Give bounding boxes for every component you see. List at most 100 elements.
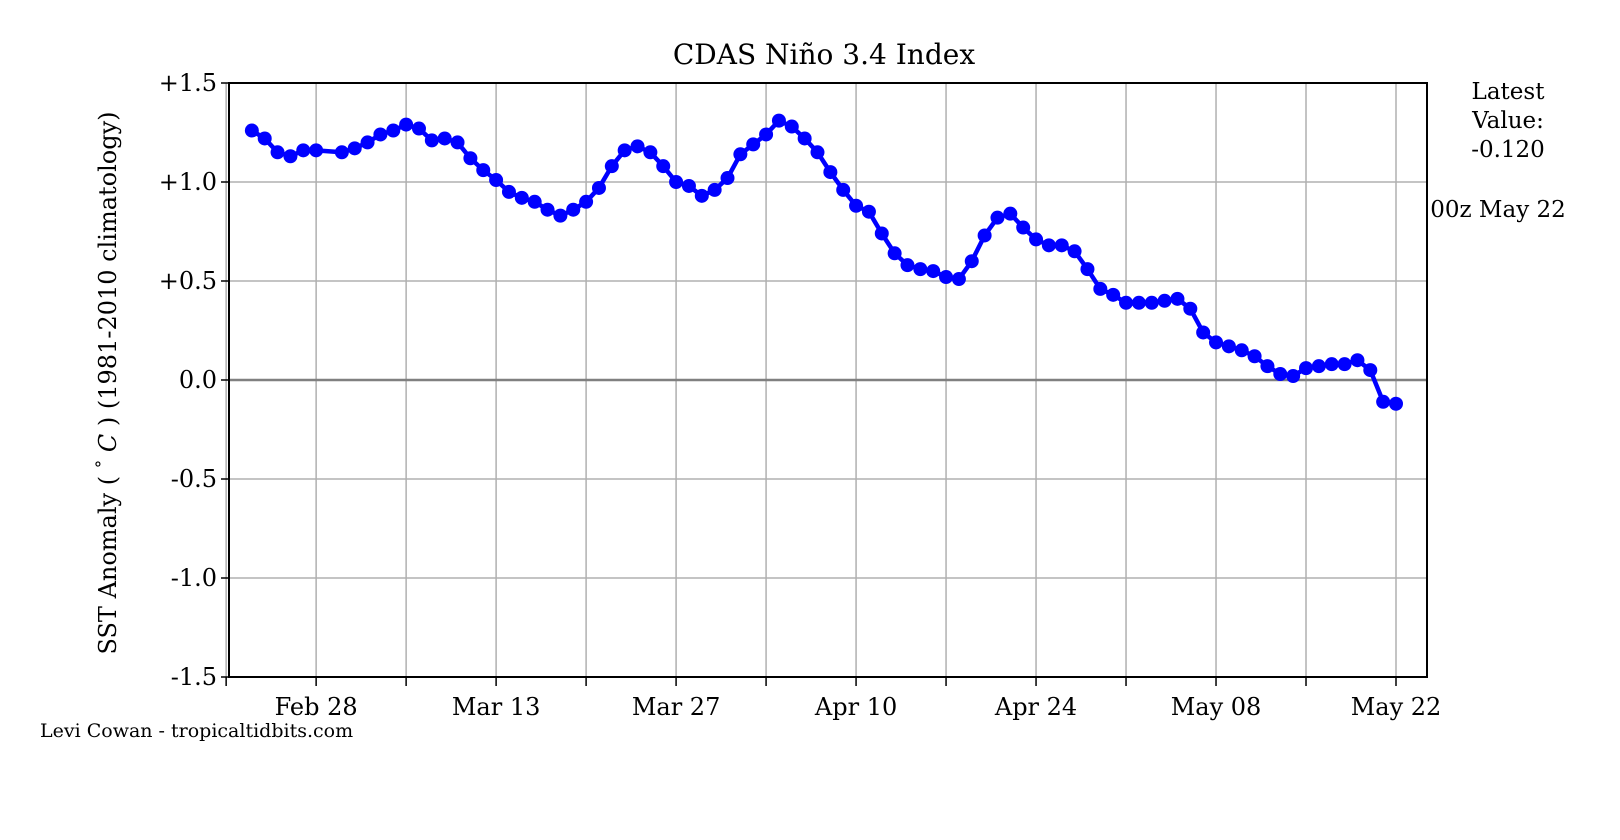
data-point (527, 194, 542, 209)
data-point (900, 258, 915, 273)
data-point (283, 149, 298, 164)
x-tick-label: Mar 13 (452, 693, 541, 721)
data-point (1054, 238, 1069, 253)
data-point (630, 139, 645, 154)
data-point (720, 171, 735, 186)
data-point (1067, 244, 1082, 259)
latest-value: -0.120 (1471, 137, 1545, 163)
data-point (1144, 295, 1159, 310)
y-tick-label: +0.5 (159, 267, 217, 295)
data-point (514, 190, 529, 205)
series-line (250, 118, 1397, 406)
data-point (244, 123, 259, 138)
data-point (1209, 335, 1224, 350)
data-point (347, 141, 362, 156)
y-tick-label: -1.5 (171, 663, 217, 691)
data-point (257, 131, 272, 146)
data-point (1260, 359, 1275, 374)
data-point (733, 147, 748, 162)
data-point (1324, 357, 1339, 372)
y-axis-label-part: SST Anomaly ( (94, 476, 122, 655)
x-axis-ticks: Feb 28 Mar 13 Mar 27 Apr 10 Apr 24 May 08 May … (225, 677, 1442, 721)
data-point (759, 127, 774, 142)
data-point (887, 246, 902, 261)
data-point (1221, 339, 1236, 354)
data-point (810, 145, 825, 160)
data-point (681, 178, 696, 193)
y-tick-label: -1.0 (171, 564, 217, 592)
y-tick-label: +1.5 (159, 69, 217, 97)
data-point (1234, 343, 1249, 358)
data-point (861, 204, 876, 219)
x-tick-label: Apr 24 (994, 693, 1077, 721)
y-tick-label: 0.0 (179, 366, 217, 394)
data-point (1337, 357, 1352, 372)
data-point (334, 145, 349, 160)
data-point (771, 113, 786, 128)
y-axis-label-unit: C (94, 434, 122, 452)
data-point (373, 127, 388, 142)
data-point (270, 145, 285, 160)
data-point (951, 272, 966, 287)
data-point (823, 165, 838, 180)
data-point (309, 143, 324, 158)
data-point (476, 163, 491, 178)
data-point (746, 137, 761, 152)
data-point (1247, 349, 1262, 364)
data-point (707, 182, 722, 197)
y-axis-ticks: +1.5 +1.0 +0.5 0.0 -0.5 -1.0 -1.5 (159, 69, 229, 691)
data-point (1299, 361, 1314, 376)
data-point (669, 175, 684, 189)
data-point (1273, 367, 1288, 382)
data-point (939, 270, 954, 285)
data-point (1350, 353, 1365, 368)
data-point (463, 151, 478, 166)
data-point (566, 202, 581, 217)
data-point (360, 135, 375, 150)
data-point (424, 133, 439, 148)
data-point (874, 226, 889, 241)
data-point (1286, 369, 1301, 384)
x-tick-label: May 22 (1351, 693, 1442, 721)
data-point (399, 117, 414, 132)
data-point (784, 119, 799, 134)
data-point (1106, 287, 1121, 302)
data-point (617, 143, 632, 158)
data-point (1196, 325, 1211, 340)
x-tick-label: Feb 28 (275, 693, 358, 721)
credit-text: Levi Cowan - tropicaltidbits.com (40, 720, 354, 742)
data-point (643, 145, 658, 160)
valid-time-label: 00z May 22 (1430, 197, 1566, 223)
data-point (501, 184, 516, 199)
data-point (694, 188, 709, 203)
data-point (836, 182, 851, 197)
data-point (1080, 262, 1095, 277)
data-point (1376, 394, 1391, 409)
data-point (386, 123, 401, 138)
data-point (1389, 396, 1403, 411)
latest-value-panel: Latest Value: -0.120 (1448, 78, 1568, 165)
data-point (1041, 238, 1056, 253)
data-point (1157, 293, 1172, 308)
data-point (926, 264, 941, 279)
data-point (913, 262, 928, 277)
data-point (1119, 295, 1134, 310)
x-tick-label: May 08 (1171, 693, 1262, 721)
data-point (553, 208, 568, 223)
data-point (1311, 359, 1326, 374)
data-point (540, 202, 555, 217)
latest-label-line1: Latest (1471, 79, 1545, 105)
data-point (977, 228, 992, 243)
data-point (450, 135, 465, 150)
data-point (489, 173, 504, 188)
data-point (849, 198, 864, 213)
data-point (591, 180, 606, 195)
chart-title: CDAS Niño 3.4 Index (673, 38, 975, 71)
data-point (1363, 363, 1378, 378)
data-point (437, 131, 452, 146)
data-point (1170, 291, 1185, 306)
x-tick-label: Apr 10 (814, 693, 897, 721)
data-point (579, 194, 594, 209)
data-point (1003, 206, 1018, 221)
data-point (1131, 295, 1146, 310)
